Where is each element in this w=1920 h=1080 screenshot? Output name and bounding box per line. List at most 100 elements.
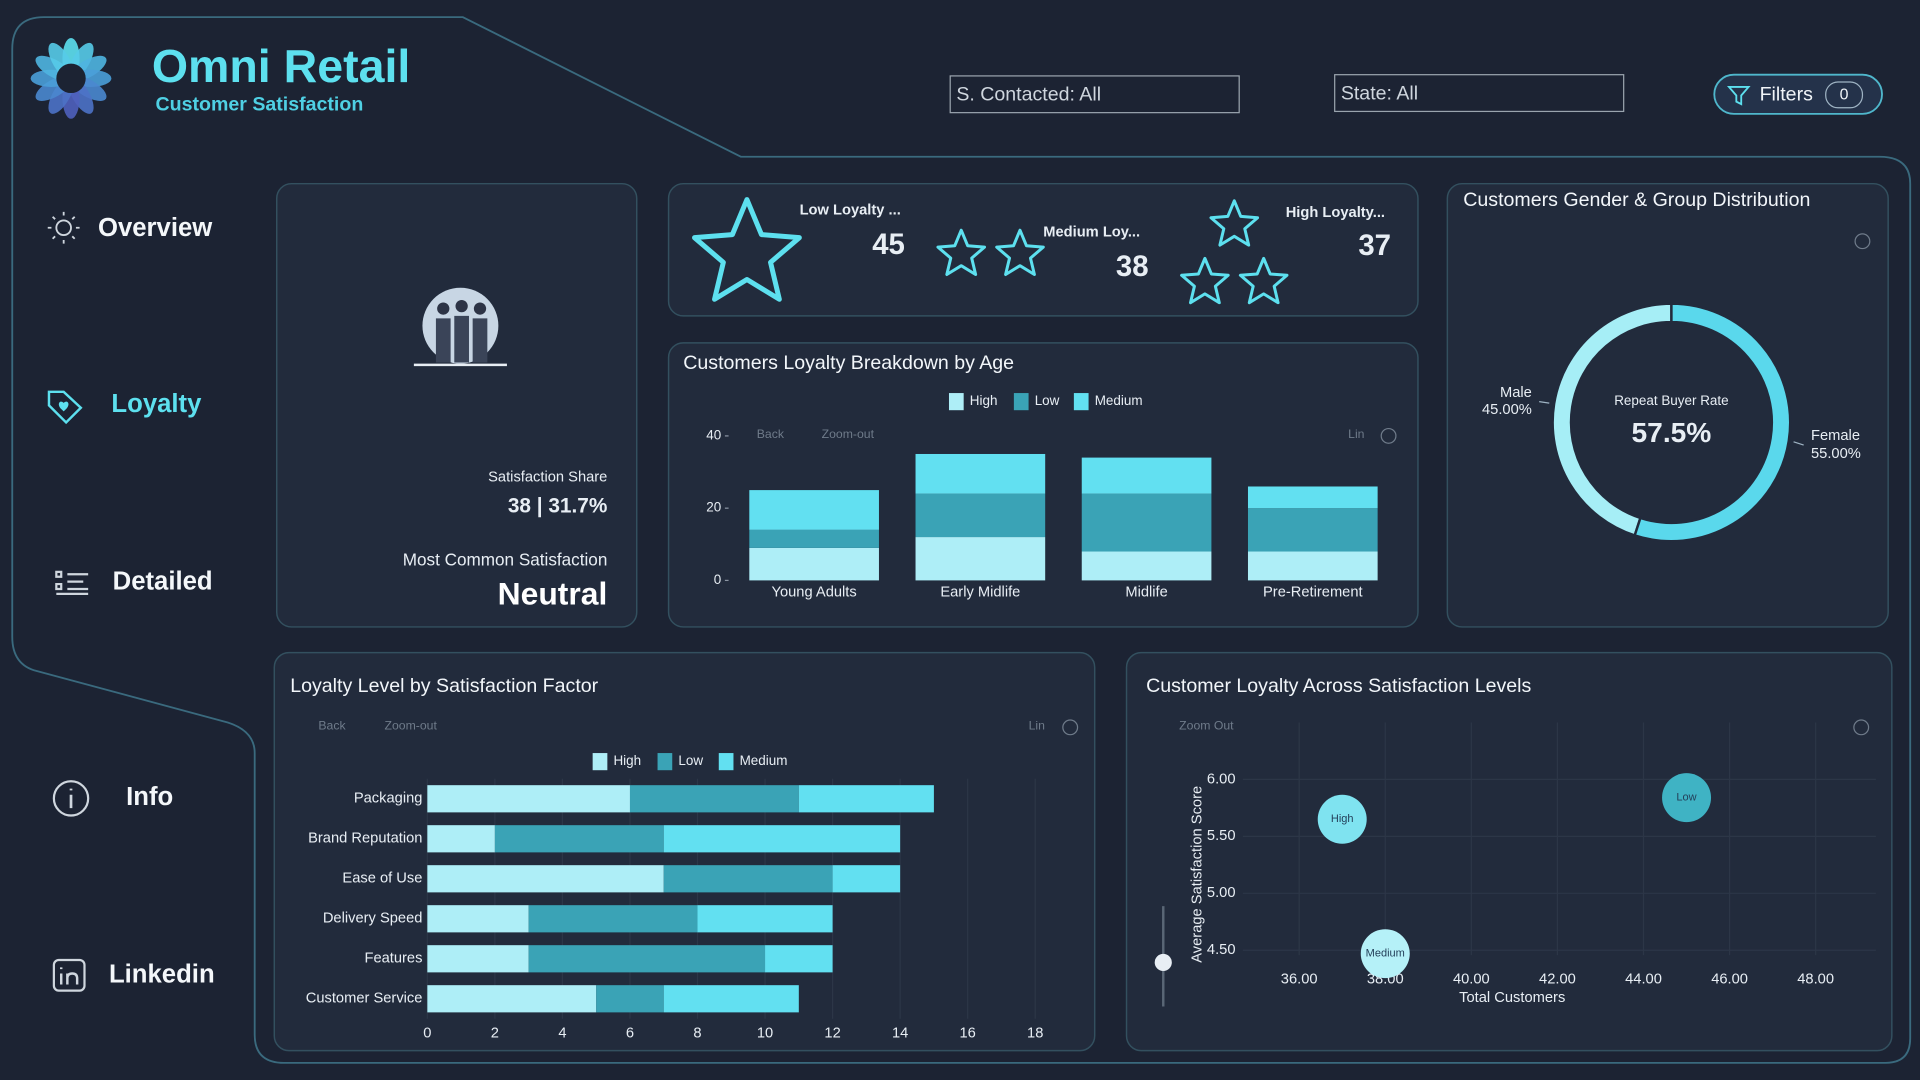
x-tick-label: 4 — [558, 1025, 566, 1041]
people-illustration — [413, 287, 507, 367]
summary-label: Most Common Satisfaction — [403, 549, 608, 569]
nav-item[interactable]: Detailed — [55, 568, 213, 596]
nav-icon[interactable] — [47, 390, 83, 425]
toolbar-button[interactable]: Zoom-out — [822, 427, 875, 441]
nav-icon[interactable] — [52, 780, 90, 817]
bar-segment — [832, 865, 901, 893]
button-label[interactable]: Filters — [1760, 84, 1814, 106]
illustration-figure — [437, 302, 450, 315]
nav-item[interactable]: Linkedin — [52, 958, 215, 992]
chart-title: Customers Gender & Group Distribution — [1463, 189, 1810, 211]
app-title: Omni Retail — [152, 40, 410, 92]
loyalty-cards-panel — [667, 182, 1419, 317]
nav-icon[interactable] — [58, 401, 69, 412]
card-value: 38 — [1116, 250, 1149, 283]
legend-label: High — [970, 393, 998, 408]
nav-icon[interactable] — [52, 958, 86, 992]
x-tick-label: 10 — [757, 1025, 773, 1041]
nav-icon[interactable] — [55, 219, 72, 237]
toolbar-button[interactable]: Zoom-out — [384, 718, 437, 732]
nav-icon[interactable] — [47, 211, 80, 244]
nav-label[interactable]: Info — [126, 783, 173, 811]
nav-item[interactable]: Loyalty — [47, 390, 202, 425]
x-axis-title: Total Customers — [1459, 990, 1565, 1006]
bar-segment — [915, 537, 1046, 581]
y-tick-label: Ease of Use — [342, 871, 422, 887]
bar-segment — [915, 453, 1046, 494]
dropdown-label[interactable]: State: All — [1341, 82, 1418, 104]
toolbar-button[interactable]: Back — [757, 427, 785, 441]
leader-line — [1793, 441, 1804, 446]
toolbar-button[interactable]: Zoom Out — [1179, 718, 1234, 732]
filter-count[interactable]: 0 — [1840, 87, 1849, 104]
logo — [30, 37, 112, 119]
bar-segment — [427, 905, 529, 933]
legend-swatch — [948, 393, 964, 411]
summary-panel — [276, 182, 638, 628]
filter-dropdown[interactable]: S. Contacted: All — [949, 75, 1240, 114]
slice-label: Male — [1500, 385, 1532, 401]
bar-segment — [1081, 551, 1212, 581]
help-icon[interactable] — [1380, 427, 1397, 444]
y-axis-title: Average Satisfaction Score — [1189, 786, 1205, 963]
dropdown-box[interactable] — [949, 75, 1240, 114]
app-subtitle: Customer Satisfaction — [156, 93, 364, 115]
bubble-label: Low — [1676, 792, 1696, 804]
frame — [11, 16, 1912, 1064]
illustration-figure — [473, 302, 487, 315]
filters-button[interactable]: Filters 0 — [1713, 73, 1883, 115]
legend-swatch — [1073, 393, 1089, 411]
bar-segment — [749, 490, 879, 530]
slice-label: Female — [1811, 428, 1860, 444]
nav-label[interactable]: Overview — [98, 214, 213, 242]
chart-title: Loyalty Level by Satisfaction Factor — [290, 675, 598, 697]
bubble-label: High — [1331, 813, 1354, 825]
bar-segment — [528, 945, 766, 973]
help-icon[interactable] — [1853, 719, 1870, 736]
legend-label: High — [613, 753, 641, 768]
y-tick-label: 40 — [706, 427, 721, 442]
bar-segment — [749, 547, 879, 581]
count-badge[interactable] — [1825, 81, 1864, 109]
y-tick-label: 6.00 — [1207, 771, 1236, 787]
help-icon[interactable] — [1854, 233, 1871, 250]
nav-label[interactable]: Detailed — [113, 568, 213, 596]
x-tick-label: 42.00 — [1539, 971, 1576, 987]
card-label: High Loyalty... — [1286, 205, 1385, 221]
filter-icon[interactable] — [1726, 86, 1751, 106]
button-box[interactable] — [1713, 73, 1883, 115]
nav-item[interactable]: Info — [52, 780, 173, 817]
nav-label[interactable]: Linkedin — [109, 961, 215, 989]
nav-icon[interactable] — [60, 967, 79, 985]
help-icon[interactable] — [1062, 719, 1079, 736]
legend-label: Medium — [740, 753, 788, 768]
dropdown-box[interactable] — [1334, 74, 1625, 113]
dropdown-label[interactable]: S. Contacted: All — [956, 84, 1101, 106]
nav-item[interactable]: Overview — [47, 211, 214, 244]
bar-segment — [915, 493, 1046, 538]
zoom-slider-handle[interactable] — [1154, 953, 1172, 972]
nav-label[interactable]: Loyalty — [111, 390, 202, 418]
bubble — [1662, 773, 1712, 823]
filter-dropdown[interactable]: State: All — [1334, 74, 1625, 113]
bar-segment — [1081, 457, 1212, 494]
chart-title: Customer Loyalty Across Satisfaction Lev… — [1146, 675, 1531, 697]
bar-segment — [697, 905, 833, 933]
toolbar-button[interactable]: Back — [318, 718, 346, 732]
bar-segment — [1081, 493, 1212, 552]
bar-segment — [596, 985, 664, 1013]
illustration-figure — [455, 300, 468, 313]
toolbar-button[interactable]: Lin — [1348, 427, 1365, 441]
toolbar-button[interactable]: Lin — [1029, 718, 1046, 732]
card-value: 45 — [872, 228, 905, 261]
bar-segment — [427, 785, 630, 813]
x-tick-label: 48.00 — [1797, 971, 1834, 987]
nav-icon[interactable] — [55, 570, 89, 595]
chart-panel — [1446, 182, 1889, 628]
x-tick-label: Pre-Retirement — [1263, 585, 1363, 601]
card-label: Low Loyalty ... — [800, 202, 901, 218]
x-tick-label: Early Midlife — [940, 585, 1020, 601]
center-label: Repeat Buyer Rate — [1614, 393, 1728, 408]
